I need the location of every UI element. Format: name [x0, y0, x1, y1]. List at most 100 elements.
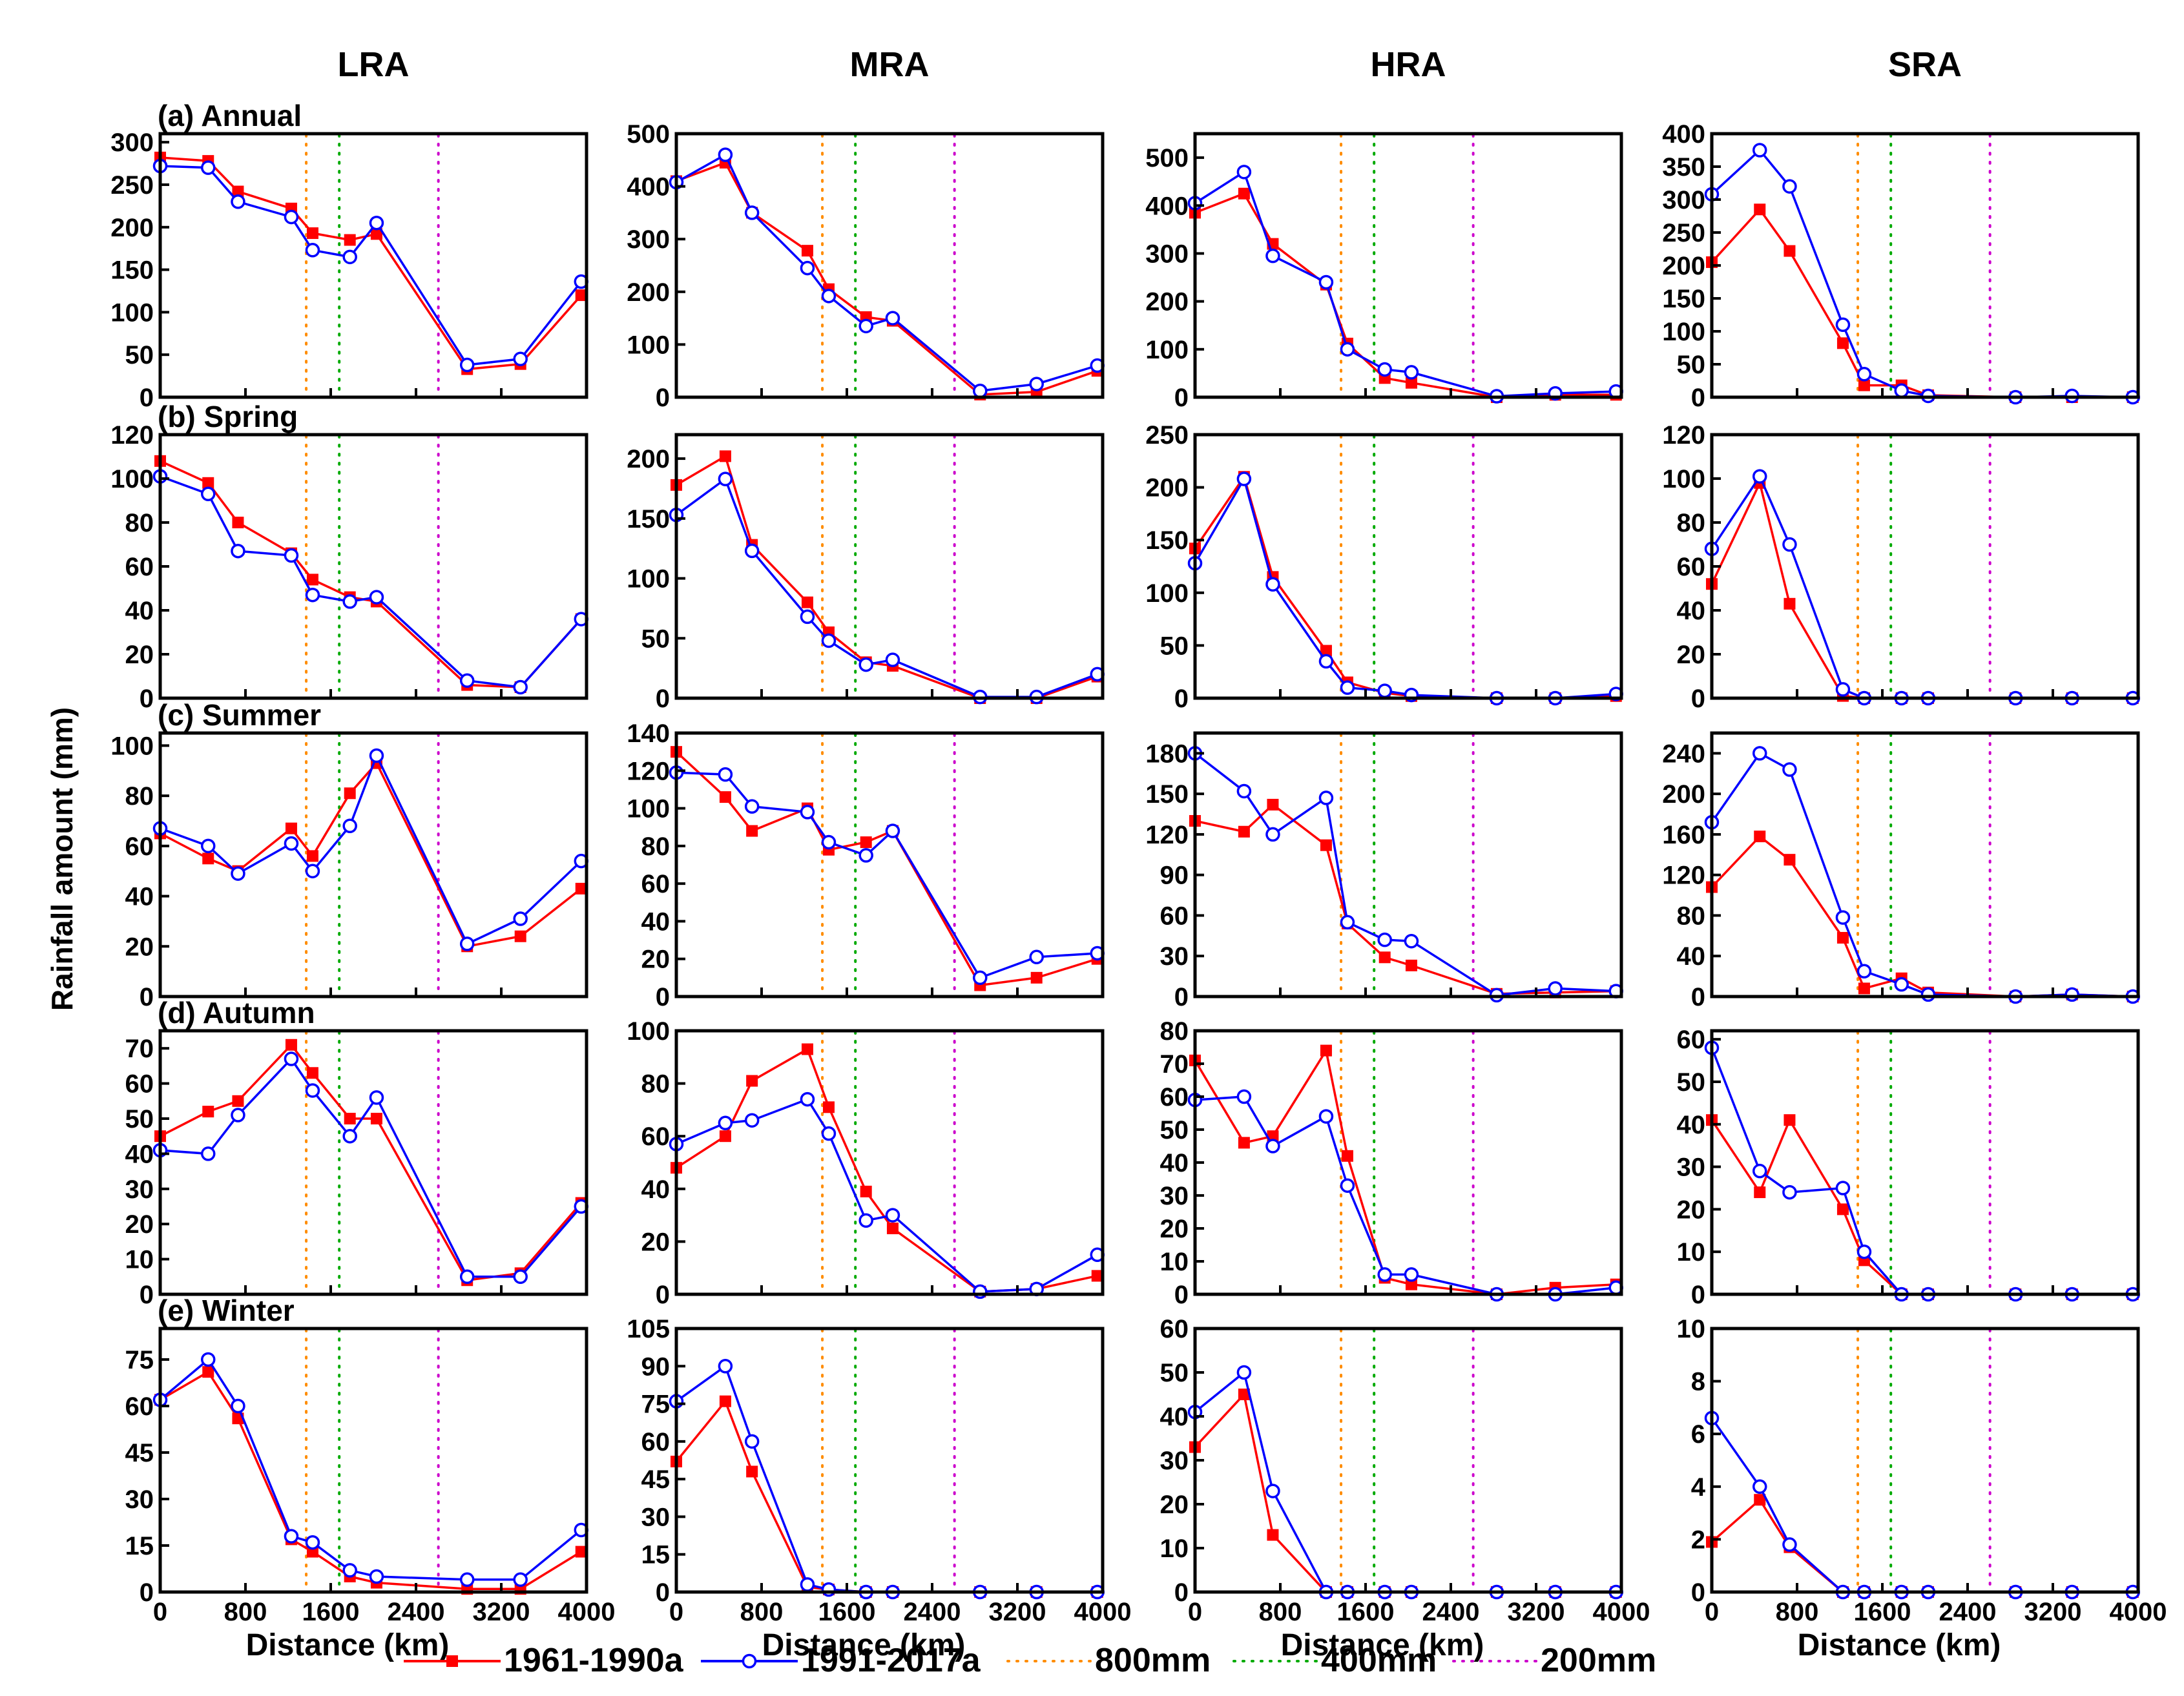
series-line-1991-2017a — [1194, 170, 1616, 398]
point-1991-2017a — [284, 1051, 299, 1066]
y-tick-label: 50 — [1160, 1116, 1189, 1144]
point-1991-2017a — [342, 249, 357, 265]
point-1991-2017a — [1404, 365, 1419, 380]
y-tick-label: 60 — [641, 870, 671, 898]
point-1991-2017a — [744, 543, 760, 559]
point-1991-2017a — [513, 1572, 528, 1587]
point-1991-2017a — [305, 864, 320, 878]
y-tick-label: 0 — [1174, 1281, 1189, 1309]
panel-r0-c0: 0 50 100 150 200 250 300 — [110, 129, 588, 412]
y-tick-label: 100 — [627, 565, 670, 594]
y-tick-label: 160 — [1662, 821, 1705, 849]
point-1991-2017a — [342, 818, 357, 834]
point-1991-2017a — [744, 205, 760, 220]
point-1961-1990a — [1378, 951, 1391, 964]
point-1961-1990a — [202, 853, 214, 865]
panel-r1-c0: 0 20 40 60 80 100 120 — [110, 421, 588, 713]
panel-r4-c1: 0 15 30 45 60 75 90 105 — [627, 1315, 1105, 1607]
point-1961-1990a — [1341, 1150, 1353, 1162]
point-1961-1990a — [860, 1185, 872, 1197]
row-label-4: (e) Winter — [158, 1294, 295, 1327]
panel-r3-c0: 0 10 20 30 40 50 60 70 — [125, 1029, 588, 1309]
x-tick-label: 2400 — [388, 1598, 445, 1626]
point-1991-2017a — [305, 1535, 320, 1550]
point-1991-2017a — [1318, 1109, 1334, 1124]
y-tick-label: 400 — [1145, 192, 1189, 220]
point-1991-2017a — [1782, 762, 1797, 777]
y-tick-label: 300 — [627, 225, 670, 254]
y-tick-label: 75 — [125, 1346, 154, 1374]
point-1991-2017a — [973, 970, 988, 986]
y-tick-label: 0 — [1691, 384, 1705, 412]
legend-marker-1961-1990a — [446, 1655, 458, 1667]
panel-r2-c2: 0 30 60 90 120 150 180 — [1145, 731, 1623, 1011]
point-1991-2017a — [1856, 964, 1872, 979]
row-label-0: (a) Annual — [158, 99, 302, 132]
x-tick-label: 3200 — [473, 1598, 530, 1626]
point-1991-2017a — [858, 848, 873, 863]
point-1961-1990a — [719, 791, 731, 803]
point-1991-2017a — [1318, 791, 1334, 805]
y-tick-label: 60 — [1677, 1026, 1706, 1054]
series-line-1961-1990a — [160, 1370, 582, 1590]
y-tick-label: 150 — [627, 505, 670, 533]
point-1991-2017a — [1265, 1484, 1280, 1498]
y-tick-label: 200 — [1662, 780, 1705, 809]
y-tick-label: 60 — [1160, 1315, 1189, 1343]
y-tick-label: 60 — [125, 832, 154, 861]
panel-frame — [674, 731, 1105, 998]
point-1991-2017a — [744, 1434, 760, 1449]
point-1991-2017a — [459, 357, 475, 373]
point-1991-2017a — [1236, 1365, 1252, 1380]
y-tick-label: 70 — [125, 1035, 154, 1063]
series-line-1991-2017a — [1194, 1095, 1616, 1296]
point-1991-2017a — [513, 679, 528, 695]
y-tick-label: 50 — [125, 341, 154, 369]
point-1961-1990a — [514, 930, 526, 942]
point-1991-2017a — [800, 609, 815, 625]
point-1961-1990a — [232, 1095, 244, 1107]
x-tick-label: 2400 — [904, 1598, 961, 1626]
y-tick-label: 30 — [125, 1175, 154, 1204]
y-tick-label: 120 — [110, 421, 154, 450]
legend-marker-1991-2017a — [742, 1653, 757, 1669]
point-1961-1990a — [886, 1223, 899, 1234]
y-tick-label: 30 — [1160, 942, 1189, 971]
panel-frame — [158, 433, 588, 700]
y-tick-label: 150 — [1662, 285, 1705, 313]
y-tick-label: 60 — [125, 553, 154, 581]
y-tick-label: 60 — [641, 1122, 671, 1151]
point-1991-2017a — [800, 1577, 815, 1592]
point-1991-2017a — [513, 351, 528, 367]
point-1961-1990a — [719, 450, 731, 462]
y-tick-label: 80 — [1677, 509, 1706, 537]
y-tick-label: 8 — [1691, 1368, 1705, 1396]
point-1991-2017a — [1236, 165, 1252, 180]
y-tick-label: 80 — [1677, 902, 1706, 930]
point-1961-1990a — [370, 228, 382, 240]
point-1991-2017a — [1548, 981, 1563, 996]
y-tick-label: 15 — [125, 1532, 154, 1560]
y-tick-label: 80 — [125, 782, 154, 811]
point-1991-2017a — [858, 1213, 873, 1228]
x-tick-label: 1600 — [1854, 1598, 1911, 1626]
y-tick-label: 50 — [641, 625, 671, 653]
point-1991-2017a — [885, 823, 900, 838]
legend-label-400mm: 400mm — [1321, 1642, 1437, 1679]
point-1961-1990a — [719, 1395, 731, 1407]
panel-r4-c0: 0 15 30 45 60 75 — [125, 1327, 588, 1607]
point-1991-2017a — [342, 1128, 357, 1144]
y-tick-label: 10 — [125, 1246, 154, 1274]
y-tick-label: 105 — [627, 1315, 670, 1343]
x-tick-label: 2400 — [1422, 1598, 1480, 1626]
y-tick-label: 180 — [1145, 739, 1189, 768]
panel-frame — [1710, 433, 2140, 700]
legend-label-1991-2017a: 1991-2017a — [801, 1642, 981, 1679]
point-1961-1990a — [801, 1043, 813, 1055]
y-tick-label: 100 — [627, 795, 670, 823]
y-tick-label: 0 — [140, 1578, 154, 1607]
y-tick-label: 250 — [110, 171, 154, 200]
point-1961-1990a — [306, 574, 318, 586]
y-tick-label: 240 — [1662, 739, 1705, 768]
point-1961-1990a — [1836, 931, 1849, 944]
